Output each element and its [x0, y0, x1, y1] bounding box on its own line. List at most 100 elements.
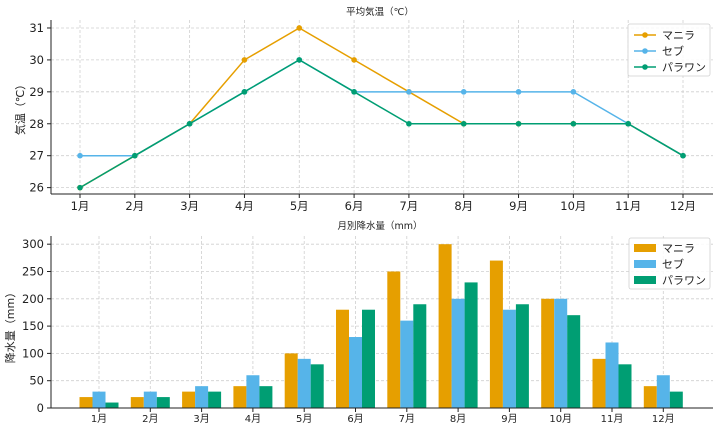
precipitation-bar	[105, 402, 119, 408]
precipitation-x-tick-label: 3月	[193, 413, 209, 425]
precipitation-x-ticks: 1月 2月 3月 4月 5月 6月 7月 8月 9月 10月 11月 12月	[91, 408, 675, 425]
temperature-x-tick-label: 9月	[509, 199, 528, 213]
temperature-y-tick-label: 28	[29, 117, 44, 131]
temperature-data-point	[296, 57, 303, 63]
temperature-legend-label: セブ	[662, 44, 684, 58]
temperature-x-tick-label: 3月	[180, 199, 199, 213]
temperature-data-point	[406, 120, 412, 127]
precipitation-bar	[400, 320, 414, 408]
precipitation-bar	[451, 298, 465, 408]
temperature-legend-marker	[642, 32, 648, 38]
temperature-x-ticks: 1月 2月 3月 4月 5月 6月 7月 8月 9月 10月 11月 12月	[71, 194, 696, 213]
precipitation-bar	[541, 298, 555, 408]
precipitation-x-tick-label: 12月	[652, 413, 675, 425]
precipitation-bar	[195, 386, 209, 408]
temperature-x-tick-label: 8月	[454, 199, 473, 213]
precipitation-legend-swatch	[634, 260, 656, 268]
temperature-y-tick-label: 31	[29, 21, 44, 35]
precipitation-y-tick-label: 0	[37, 401, 44, 415]
precipitation-bar	[438, 244, 452, 408]
temperature-y-tick-label: 27	[29, 149, 44, 163]
temperature-data-point	[570, 89, 577, 95]
precipitation-legend-label: パラワン	[662, 274, 706, 287]
precipitation-y-tick-label: 200	[22, 292, 44, 306]
precipitation-bar	[643, 386, 657, 408]
precipitation-bar	[143, 391, 157, 408]
precipitation-bar	[79, 397, 93, 408]
precipitation-chart-title: 月別降水量（mm）	[337, 220, 422, 232]
temperature-x-tick-label: 5月	[290, 199, 309, 213]
temperature-x-tick-label: 2月	[125, 199, 144, 213]
temperature-series-line	[79, 59, 684, 189]
temperature-grid	[51, 20, 713, 194]
precipitation-y-axis-label: 降水量（mm）	[3, 287, 17, 363]
temperature-legend-label: パラワン	[662, 61, 706, 74]
precipitation-bar	[297, 358, 311, 408]
temperature-x-tick-label: 12月	[670, 199, 696, 213]
temperature-data-point	[515, 89, 522, 95]
precipitation-x-tick-label: 2月	[142, 413, 158, 425]
precipitation-bar	[362, 309, 375, 408]
temperature-data-point	[570, 120, 577, 127]
precipitation-y-ticks: 0 50 100 150 200 250 300	[22, 237, 51, 415]
temperature-y-tick-label: 30	[29, 53, 44, 67]
precipitation-x-tick-label: 6月	[347, 413, 363, 425]
precipitation-x-tick-label: 4月	[245, 413, 261, 425]
temperature-data-point	[625, 120, 631, 127]
temperature-data-point	[460, 89, 467, 95]
precipitation-legend-swatch	[634, 244, 656, 252]
temperature-data-point	[406, 89, 412, 95]
temperature-data-point	[460, 120, 467, 127]
temperature-data-point	[132, 152, 138, 159]
temperature-y-tick-label: 26	[29, 181, 44, 195]
temperature-x-tick-label: 11月	[615, 199, 641, 213]
precipitation-bar	[156, 397, 170, 408]
temperature-legend-label: マニラ	[662, 29, 695, 42]
precipitation-x-tick-label: 1月	[91, 413, 107, 425]
precipitation-y-tick-label: 100	[22, 346, 44, 360]
temperature-legend-marker	[642, 64, 648, 70]
temperature-chart-title: 平均気温（℃）	[346, 6, 414, 18]
temperature-data-point	[296, 25, 303, 31]
temperature-data-point	[77, 152, 83, 159]
precipitation-bar	[246, 375, 260, 408]
precipitation-bar	[336, 309, 349, 408]
precipitation-x-tick-label: 8月	[450, 413, 466, 425]
precipitation-bar	[233, 386, 247, 408]
precipitation-x-tick-label: 10月	[549, 413, 572, 425]
precipitation-x-tick-label: 9月	[501, 413, 517, 425]
temperature-data-point	[241, 57, 248, 63]
precipitation-bar	[284, 353, 298, 408]
precipitation-bar	[182, 391, 196, 408]
temperature-data-point	[77, 184, 83, 191]
precipitation-bar	[92, 391, 106, 408]
precipitation-bar	[502, 309, 516, 408]
precipitation-legend-label: セブ	[662, 257, 684, 271]
temperature-x-tick-label: 7月	[399, 199, 418, 213]
precipitation-bar	[130, 397, 144, 408]
precipitation-bar	[464, 282, 478, 408]
precipitation-bar	[310, 364, 324, 408]
temperature-data-point	[186, 120, 193, 127]
precipitation-y-tick-label: 250	[22, 264, 44, 278]
precipitation-x-tick-label: 11月	[601, 413, 624, 425]
precipitation-bar	[413, 304, 427, 408]
temperature-series	[77, 25, 686, 191]
temperature-x-tick-label: 4月	[235, 199, 254, 213]
precipitation-bars	[79, 244, 683, 408]
temperature-y-ticks: 26 27 28 29 30 31	[29, 21, 51, 195]
precipitation-y-tick-label: 150	[22, 319, 44, 333]
precipitation-bar	[349, 337, 362, 408]
precipitation-chart: 月別降水量（mm） 0 50 100 150 200 250 300 1月 2月 3月 4月 5月 6…	[3, 220, 713, 425]
precipitation-y-tick-label: 50	[29, 374, 44, 388]
precipitation-bar	[387, 271, 401, 408]
precipitation-y-tick-label: 300	[22, 237, 44, 251]
precipitation-x-tick-label: 7月	[399, 413, 415, 425]
temperature-data-point	[351, 57, 357, 63]
precipitation-legend-swatch	[634, 276, 656, 284]
temperature-x-tick-label: 10月	[560, 199, 586, 213]
temperature-data-point	[515, 120, 522, 127]
